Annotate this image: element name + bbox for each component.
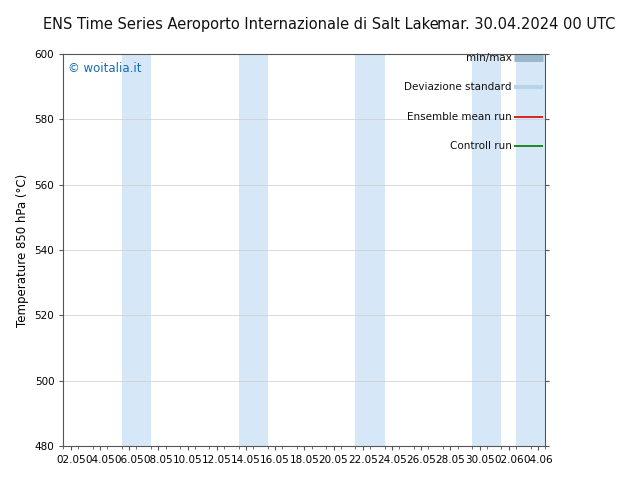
Bar: [516, 54, 545, 446]
Text: ENS Time Series Aeroporto Internazionale di Salt Lake: ENS Time Series Aeroporto Internazionale…: [43, 17, 439, 32]
Text: Ensemble mean run: Ensemble mean run: [407, 112, 512, 122]
Bar: [238, 54, 268, 446]
Text: min/max: min/max: [465, 53, 512, 63]
Text: © woitalia.it: © woitalia.it: [68, 62, 142, 75]
Text: Deviazione standard: Deviazione standard: [404, 82, 512, 92]
Text: mar. 30.04.2024 00 UTC: mar. 30.04.2024 00 UTC: [437, 17, 615, 32]
Bar: [472, 54, 501, 446]
Bar: [122, 54, 151, 446]
Y-axis label: Temperature 850 hPa (°C): Temperature 850 hPa (°C): [16, 173, 29, 326]
Bar: [356, 54, 385, 446]
Text: Controll run: Controll run: [450, 141, 512, 151]
